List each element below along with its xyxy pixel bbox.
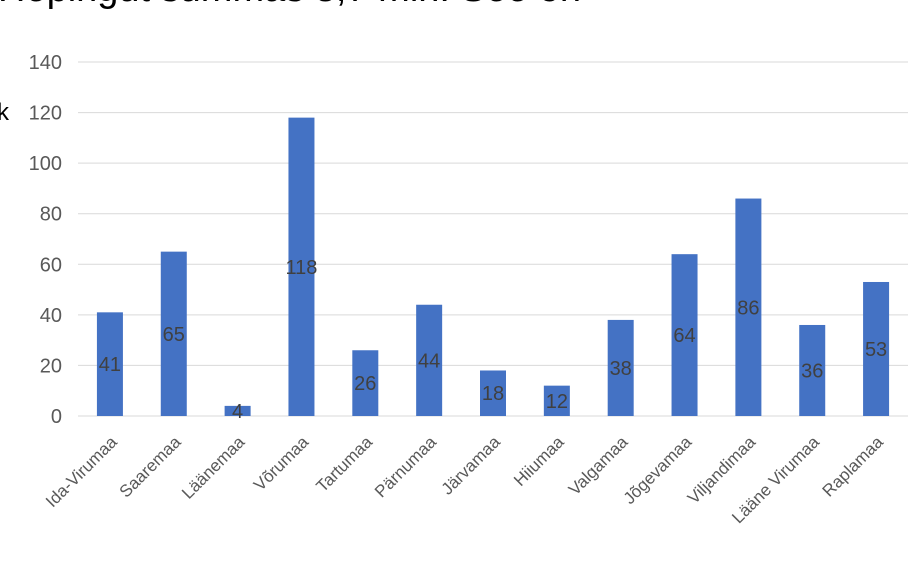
data-label: 118: [286, 257, 318, 279]
category-label: Võrumaa: [250, 432, 313, 495]
bar: [607, 319, 634, 416]
gridlines: [78, 61, 908, 417]
y-tick-label: 80: [40, 204, 62, 226]
category-label: Valgamaa: [565, 432, 632, 499]
category-label: Raplamaa: [819, 432, 888, 501]
bar: [288, 117, 315, 416]
y-tick-label: 120: [29, 103, 62, 125]
data-labels: 41 65 4 118 26 44 18 12 38 64 86 36 53: [99, 257, 887, 423]
category-label: Jõgevamaa: [620, 432, 696, 508]
bar: [735, 198, 762, 416]
data-label: 18: [482, 383, 504, 405]
bar: [671, 254, 698, 416]
bar: [352, 350, 379, 416]
data-label: 4: [232, 401, 243, 423]
bar: [96, 312, 123, 416]
axis-title-fragment: k: [0, 99, 9, 126]
data-label: 38: [610, 358, 632, 380]
bar: [543, 385, 570, 416]
y-tick-label: 100: [29, 153, 62, 175]
bar: [224, 405, 251, 416]
bar: [799, 324, 826, 416]
data-label: 53: [865, 339, 887, 361]
y-tick-label: 20: [40, 355, 62, 377]
data-label: 12: [546, 391, 568, 413]
chart-title-fragment: Hepingut summas 3,7 mln. See on: [0, 0, 581, 8]
bars: [96, 117, 890, 416]
y-tick-label: 40: [40, 305, 62, 327]
category-label: Läänemaa: [178, 432, 249, 503]
y-axis-ticks: 0 20 40 60 80 100 120 140: [29, 52, 62, 428]
category-label: Järvamaa: [438, 432, 505, 499]
data-label: 86: [737, 297, 759, 319]
bar: [480, 370, 506, 416]
category-label: Saaremaa: [116, 432, 185, 501]
y-tick-label: 140: [29, 52, 62, 74]
data-label: 64: [673, 325, 695, 347]
category-label: Hiiumaa: [510, 432, 568, 490]
data-label: 26: [354, 373, 376, 395]
bar: [416, 304, 443, 416]
bar: [160, 251, 187, 416]
data-label: 44: [418, 350, 440, 372]
y-tick-label: 60: [40, 254, 62, 276]
data-label: 65: [163, 324, 185, 346]
data-label: 36: [801, 360, 823, 382]
category-label: Pärnumaa: [371, 432, 440, 501]
category-label: Tartumaa: [313, 432, 377, 496]
y-tick-label: 0: [51, 406, 62, 428]
data-label: 41: [99, 354, 121, 376]
bar: [863, 281, 890, 416]
category-label: Ida-Virumaa: [42, 432, 121, 511]
